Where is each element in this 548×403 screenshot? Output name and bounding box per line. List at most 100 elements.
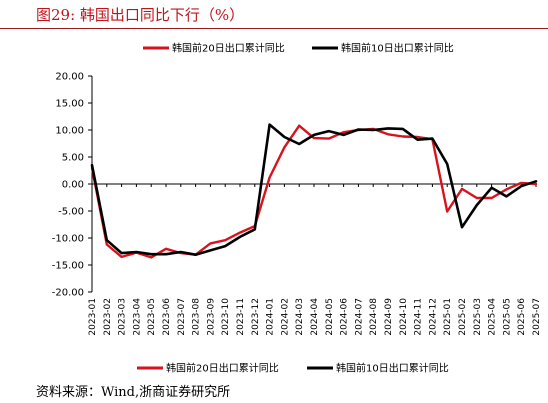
series-1-point	[416, 136, 419, 138]
series-2-point	[446, 163, 449, 165]
series-1-point	[150, 256, 153, 259]
x-tick-label: 2024-06	[340, 298, 350, 336]
series-2-point	[431, 137, 434, 140]
series-2-point	[520, 185, 523, 188]
y-tick-label: 0.00	[62, 180, 84, 191]
series-2-point	[475, 204, 478, 207]
series-2-point	[298, 143, 301, 145]
series-2-point	[165, 253, 167, 256]
series-2-point	[357, 128, 360, 131]
x-tick-label: 2024-12	[428, 298, 438, 336]
legend-bottom: 韩国前20日出口累计同比 韩国前10日出口累计同比	[137, 362, 449, 375]
series-2-point	[342, 134, 345, 136]
series-2-point	[327, 130, 330, 133]
series-1-point	[401, 135, 404, 138]
series-2-point	[372, 129, 375, 131]
y-tick-label: 10.00	[55, 126, 84, 137]
x-tick-label: 2023-02	[103, 298, 113, 336]
series-1-point	[490, 197, 493, 199]
y-tick-label: 20.00	[55, 72, 84, 83]
x-tick-label: 2025-06	[517, 298, 527, 336]
source-note: 资料来源：Wind,浙商证券研究所	[36, 385, 231, 400]
legend-top: 韩国前20日出口累计同比 韩国前10日出口累计同比	[143, 42, 454, 55]
series-2-point	[401, 127, 404, 130]
x-tick-label: 2023-12	[251, 298, 261, 336]
series-1-point	[105, 243, 108, 246]
x-tick-label: 2025-04	[488, 298, 498, 336]
series-2-point	[505, 195, 508, 198]
series-2-point	[150, 253, 153, 256]
x-tick-label: 2025-05	[502, 298, 512, 336]
x-tick-label: 2023-05	[147, 298, 157, 336]
x-tick-label: 2024-07	[354, 298, 364, 336]
series-1-point	[475, 197, 478, 199]
x-tick-label: 2023-08	[192, 298, 202, 336]
y-tick-label: 15.00	[55, 99, 84, 110]
series-1-point	[520, 182, 523, 184]
x-tick-label: 2024-02	[280, 298, 290, 336]
series-1-point	[120, 256, 123, 258]
x-tick-label: 2023-10	[221, 298, 231, 336]
x-tick-label: 2024-05	[325, 298, 335, 336]
plot-lines	[90, 123, 538, 259]
y-axis: 20.00 15.00 10.00 5.00 0.00 -5.00 -10.00 -15.00…	[52, 72, 93, 299]
series-2-point	[120, 252, 123, 255]
y-tick-label: -15.00	[52, 261, 84, 272]
series-1-point	[283, 146, 286, 149]
x-tick-label: 2024-08	[369, 298, 379, 336]
x-tick-label: 2024-03	[295, 298, 305, 336]
x-tick-label: 2024-10	[399, 298, 409, 336]
x-tick-label: 2023-04	[132, 298, 142, 336]
title-divider	[0, 28, 548, 29]
series-1-point	[209, 242, 212, 245]
series-2-point	[194, 253, 197, 256]
series-line-2	[90, 123, 538, 256]
x-tick-label: 2025-01	[443, 298, 453, 336]
x-tick-label: 2024-11	[414, 298, 424, 336]
series-2-point	[224, 245, 227, 248]
series-1-point	[535, 183, 537, 185]
legend-label-1: 韩国前20日出口累计同比	[166, 362, 279, 375]
x-tick-label: 2023-11	[236, 298, 246, 336]
series-1-point	[224, 239, 227, 242]
series-2-point	[253, 228, 256, 231]
series-1-point	[446, 210, 449, 213]
series-1-point	[239, 231, 241, 234]
series-1-point	[313, 137, 315, 140]
series-1-point	[268, 176, 271, 179]
figure-title: 图29: 韩国出口同比下行（%）	[36, 6, 245, 24]
y-tick-label: 5.00	[62, 153, 84, 164]
series-2-point	[268, 123, 271, 126]
y-tick-label: -20.00	[52, 288, 84, 299]
x-tick-label: 2024-09	[384, 298, 394, 336]
series-2-point	[387, 127, 389, 130]
x-tick-label: 2025-03	[473, 298, 483, 336]
legend-label-1: 韩国前20日出口累计同比	[172, 42, 285, 55]
series-1-point	[298, 124, 301, 127]
legend-label-2: 韩国前10日出口累计同比	[336, 362, 449, 375]
x-tick-label: 2025-02	[458, 298, 468, 336]
x-tick-label: 2023-03	[118, 298, 128, 336]
series-2-point	[283, 136, 286, 138]
series-1-point	[165, 247, 167, 250]
x-axis: 2023-01 2023-02 2023-03 2023-04 2023-05 2023-…	[88, 183, 542, 336]
series-2-point	[490, 186, 493, 189]
series-2-point	[105, 239, 108, 242]
series-1-point	[342, 131, 345, 134]
series-1-point	[327, 137, 330, 140]
series-2-point	[179, 251, 182, 253]
series-2-point	[239, 236, 241, 238]
series-2-point	[535, 180, 537, 183]
x-tick-label: 2023-01	[88, 298, 98, 336]
series-2-point	[416, 138, 419, 141]
y-tick-label: -10.00	[52, 234, 84, 245]
x-tick-label: 2025-07	[532, 298, 542, 336]
x-tick-label: 2023-07	[177, 298, 187, 336]
y-tick-label: -5.00	[58, 207, 84, 218]
series-1-point	[461, 188, 463, 190]
series-2-point	[313, 134, 315, 136]
series-2-point	[91, 164, 93, 167]
series-1-point	[505, 188, 508, 191]
series-2-point	[135, 251, 138, 253]
series-line-1	[90, 124, 538, 259]
